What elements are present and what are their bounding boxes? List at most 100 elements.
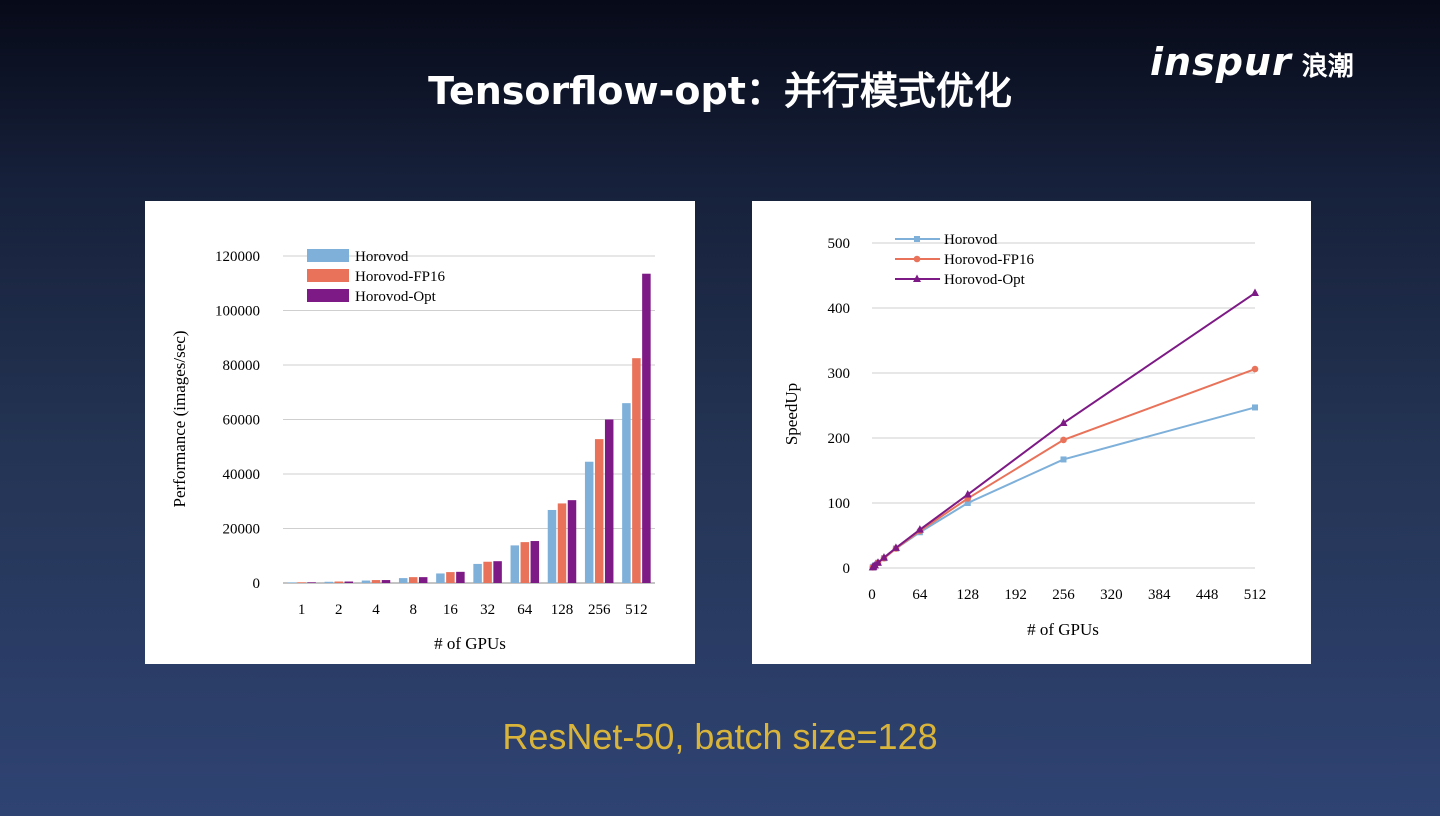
bar (436, 573, 445, 583)
x-tick-label: 0 (868, 587, 876, 603)
bar (297, 582, 306, 583)
y-tick-label: 20000 (223, 522, 261, 538)
legend-label: Horovod-FP16 (355, 269, 446, 285)
data-point (915, 525, 924, 533)
x-tick-label: 256 (588, 602, 611, 618)
bar (642, 273, 651, 583)
bar (473, 563, 482, 583)
slide-caption: ResNet-50, batch size=128 (502, 716, 938, 757)
x-tick-label: 32 (480, 602, 495, 618)
x-tick-label: 1 (298, 602, 306, 618)
data-point (1251, 288, 1259, 297)
y-tick-label: 500 (828, 236, 851, 252)
x-axis-label: # of GPUs (434, 634, 506, 653)
inspur-logo: inspur 浪潮 (1150, 40, 1354, 84)
y-axis-label: SpeedUp (782, 383, 801, 445)
bar (361, 580, 371, 583)
series-horovod-fp16 (869, 365, 1259, 571)
bar (567, 500, 577, 583)
bar (381, 580, 391, 583)
bar (622, 403, 631, 583)
data-point (1060, 456, 1067, 463)
bar (483, 561, 492, 583)
legend-label: Horovod-FP16 (944, 252, 1035, 268)
y-tick-label: 60000 (223, 413, 261, 429)
bar (307, 582, 316, 583)
bar (632, 358, 641, 583)
x-tick-label: 192 (1004, 587, 1027, 603)
bar (334, 581, 344, 583)
bar (604, 419, 614, 583)
x-tick-label: 128 (551, 602, 574, 618)
legend-label: Horovod (944, 232, 998, 248)
y-tick-label: 40000 (223, 467, 261, 483)
data-point (873, 558, 882, 566)
legend: Horovod Horovod-FP16 Horovod-Opt (895, 232, 1035, 288)
data-point (913, 274, 921, 282)
performance-bar-chart: 0 20000 40000 60000 80000 100000 120000 1 2 4 8 16 3… (170, 249, 655, 653)
y-tick-label: 0 (253, 576, 261, 592)
x-tick-label: 320 (1100, 587, 1123, 603)
bar (584, 461, 594, 583)
legend-swatch (307, 289, 349, 302)
y-axis-label: Performance (images/sec) (170, 331, 189, 508)
bar (324, 581, 334, 583)
bar (510, 545, 520, 583)
data-point (1251, 365, 1259, 373)
data-point (913, 255, 921, 263)
x-tick-label: 8 (409, 602, 417, 618)
bar (398, 578, 408, 583)
legend-swatch (307, 269, 349, 282)
y-tick-label: 100 (828, 496, 851, 512)
legend-swatch (307, 249, 349, 262)
performance-chart-panel: 0 20000 40000 60000 80000 100000 120000 1 2 4 8 16 3… (145, 201, 695, 664)
bar (456, 571, 465, 583)
logo-chinese-text: 浪潮 (1301, 52, 1354, 82)
bar (594, 439, 604, 583)
bar (446, 572, 455, 583)
legend: Horovod Horovod-FP16 Horovod-Opt (307, 249, 446, 305)
y-tick-label: 200 (828, 431, 851, 447)
series-horovod (869, 404, 1258, 571)
data-point (891, 543, 900, 551)
bar (344, 581, 354, 583)
legend-label: Horovod-Opt (355, 289, 437, 305)
x-tick-label: 64 (912, 587, 928, 603)
x-tick-label: 448 (1196, 587, 1219, 603)
x-tick-label: 256 (1052, 587, 1075, 603)
slide-title: Tensorflow-opt：并行模式优化 (428, 69, 1012, 113)
bar (557, 503, 567, 583)
x-tick-label: 384 (1148, 587, 1171, 603)
series-line (872, 368, 1256, 569)
data-point (1252, 404, 1258, 411)
bar (547, 509, 557, 583)
y-tick-label: 400 (828, 301, 851, 317)
y-tick-label: 80000 (223, 358, 261, 374)
x-tick-label: 512 (625, 602, 648, 618)
logo-brand-text: inspur (1150, 40, 1292, 84)
bar (493, 561, 502, 583)
x-tick-label: 128 (957, 587, 980, 603)
data-point (914, 236, 920, 242)
bar (371, 580, 381, 583)
y-tick-label: 120000 (215, 249, 260, 265)
data-point (963, 490, 972, 498)
data-point (1060, 436, 1067, 444)
legend-label: Horovod-Opt (944, 272, 1026, 288)
bar (530, 541, 540, 583)
x-tick-label: 512 (1244, 587, 1267, 603)
bar (287, 582, 296, 583)
data-point (964, 500, 971, 506)
data-point (879, 553, 888, 561)
x-tick-label: 2 (335, 602, 343, 618)
x-tick-label: 4 (372, 602, 380, 618)
y-tick-label: 0 (843, 561, 851, 577)
y-tick-label: 300 (828, 366, 851, 382)
bar (418, 577, 428, 583)
y-tick-label: 100000 (215, 304, 260, 320)
speedup-chart-panel: 0 100 200 300 400 500 0 64 128 192 256 320 384 448 512… (752, 201, 1311, 664)
bar (408, 577, 418, 583)
x-axis-label: # of GPUs (1027, 620, 1099, 639)
data-point (1059, 418, 1068, 427)
x-tick-label: 64 (517, 602, 533, 618)
